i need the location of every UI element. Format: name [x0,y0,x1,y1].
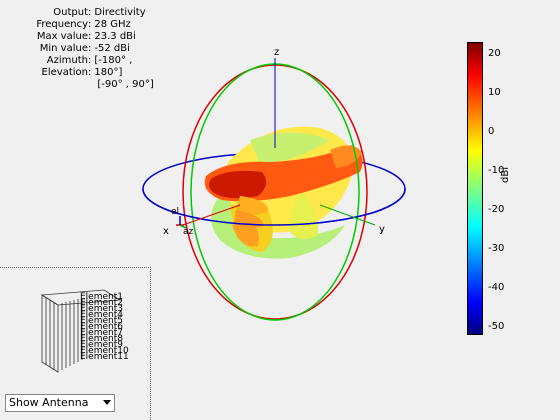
info-row: Min value : -52 dBi [6,43,154,55]
dropdown-value: Show Antenna [9,396,89,409]
info-row: Elevation :180°] [6,67,154,79]
info-row: [-90° , 90°] [6,79,154,91]
info-key: Output [53,7,88,18]
element-label: Element10 [80,346,129,356]
y-axis [319,204,376,226]
info-key: Max value [36,31,88,42]
colorbar-tick: 20 [488,48,501,59]
info-key: Frequency [36,19,88,30]
element-label: Element11 [80,352,129,362]
colorbar-tick: 10 [488,87,501,98]
element-label: Element8 [80,334,123,344]
pattern-info-panel: Output : Directivity Frequency :28 GHz Ma… [6,7,154,91]
info-row: Azimuth : [-180° , [6,55,154,67]
colorbar [467,42,483,335]
info-value: 28 GHz [94,19,131,30]
element-label: Element2 [80,298,123,308]
x-axis-label: x [163,226,169,237]
colorbar-tick: -20 [488,204,505,215]
element-label: Element1 [80,292,123,302]
element-label: Element4 [80,310,123,320]
info-key: Elevation [41,67,88,78]
colorbar-unit-label: dBi [500,167,511,183]
info-value: 180°] [94,67,123,78]
colorbar-tick: -40 [488,282,505,293]
el-label: el [171,207,179,217]
element-label: Element6 [80,322,123,332]
colorbar-tick: -50 [488,321,505,332]
pattern-surface [204,126,363,259]
element-label: Element3 [80,304,123,314]
info-row: Output : Directivity [6,7,154,19]
antenna-element-labels: Element1 Element2 Element3 Element4 Elem… [80,292,129,362]
chevron-down-icon[interactable] [103,400,111,405]
antenna-view-panel [0,267,151,420]
x-axis [179,204,241,227]
az-label: az [183,227,194,237]
colorbar-tick: -30 [488,243,505,254]
colorbar-tick: 0 [488,126,495,137]
info-row: Frequency :28 GHz [6,19,154,31]
info-value: [-180° , [94,55,133,66]
info-value: 23.3 dBi [94,31,136,42]
antenna-array-icon [40,289,122,373]
element-label: Element9 [80,340,123,350]
info-value: [-90° , 90°] [97,79,154,90]
y-axis-label: y [379,224,385,235]
element-label: Element5 [80,316,123,326]
z-axis-label: z [274,47,279,58]
info-key: Azimuth [46,55,88,66]
info-value: Directivity [94,7,146,18]
info-row: Max value :23.3 dBi [6,31,154,43]
info-value: -52 dBi [94,43,130,54]
origin-axis-y [179,224,187,229]
azimuth-circle-front [142,188,406,226]
element-label: Element7 [80,328,123,338]
colorbar-tick: -10 [488,165,505,176]
info-key: Min value [39,43,88,54]
show-antenna-dropdown[interactable]: Show Antenna [5,394,115,412]
